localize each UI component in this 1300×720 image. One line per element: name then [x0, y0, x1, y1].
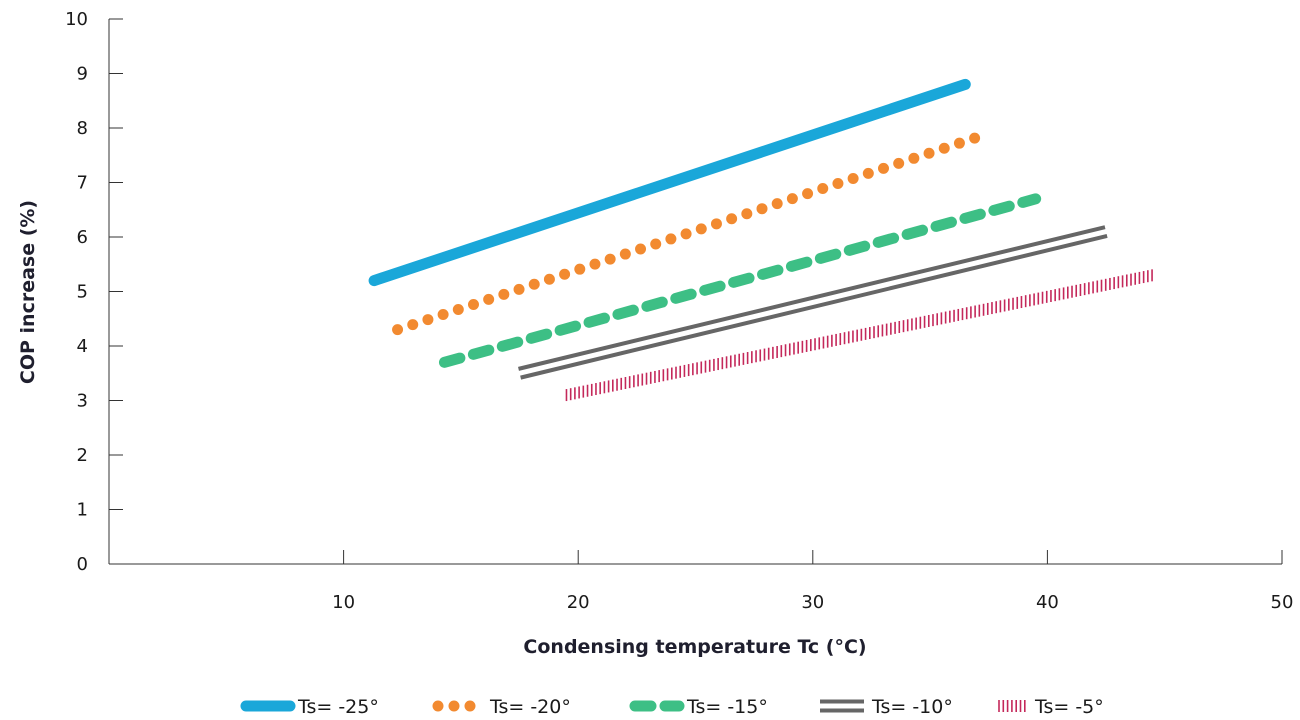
legend-item: Ts= -15°: [629, 696, 768, 718]
series-stroke: [368, 78, 971, 287]
y-tick-label: 0: [77, 554, 88, 575]
series-stroke: [392, 127, 995, 336]
y-tick-label: 6: [77, 227, 88, 248]
x-tick-label: 10: [332, 592, 355, 613]
legend-item: Ts= -25°: [240, 696, 379, 718]
y-tick-label: 7: [77, 173, 88, 194]
legend-label: Ts= -5°: [1034, 696, 1104, 718]
legend-swatch: [820, 699, 864, 713]
legend-label: Ts= -20°: [489, 696, 571, 718]
y-tick-label: 3: [77, 391, 88, 412]
x-tick-label: 20: [567, 592, 590, 613]
y-axis-title: COP increase (%): [17, 200, 39, 384]
legend-item: Ts= -5°: [998, 696, 1104, 718]
legend: Ts= -25° Ts= -20° Ts= -15° Ts= -10° Ts= -5°: [240, 696, 1104, 718]
legend-label: Ts= -10°: [871, 696, 953, 718]
x-tick-label: 30: [801, 592, 824, 613]
y-tick-label: 5: [77, 282, 88, 303]
legend-label: Ts= -15°: [686, 696, 768, 718]
series-line-4: [518, 225, 1108, 380]
y-tick-label: 8: [77, 118, 88, 139]
x-tick-label: 40: [1036, 592, 1059, 613]
series-stroke: [518, 225, 1106, 371]
series-line-5: [565, 269, 1153, 402]
series-stroke: [438, 193, 1042, 368]
axes: 0 1 2 3 4 5 6 7 8 9 10 10 20 30 40 50: [65, 9, 1293, 613]
y-tick-label: 4: [77, 336, 88, 357]
series-stroke: [520, 233, 1108, 380]
x-axis-title: Condensing temperature Tc (°C): [523, 636, 866, 658]
y-tick-label: 10: [65, 9, 88, 30]
y-tick-label: 2: [77, 445, 88, 466]
series-line-2: [392, 127, 995, 336]
series-line-1: [368, 78, 971, 287]
series-line-3: [438, 193, 1042, 368]
legend-item: Ts= -10°: [820, 696, 953, 718]
y-tick-label: 1: [77, 500, 88, 521]
legend-item: Ts= -20°: [432, 696, 571, 718]
y-tick-label: 9: [77, 64, 88, 85]
legend-swatch: [998, 700, 1026, 712]
legend-label: Ts= -25°: [297, 696, 379, 718]
series-layer: [368, 78, 1153, 402]
x-tick-label: 50: [1271, 592, 1294, 613]
